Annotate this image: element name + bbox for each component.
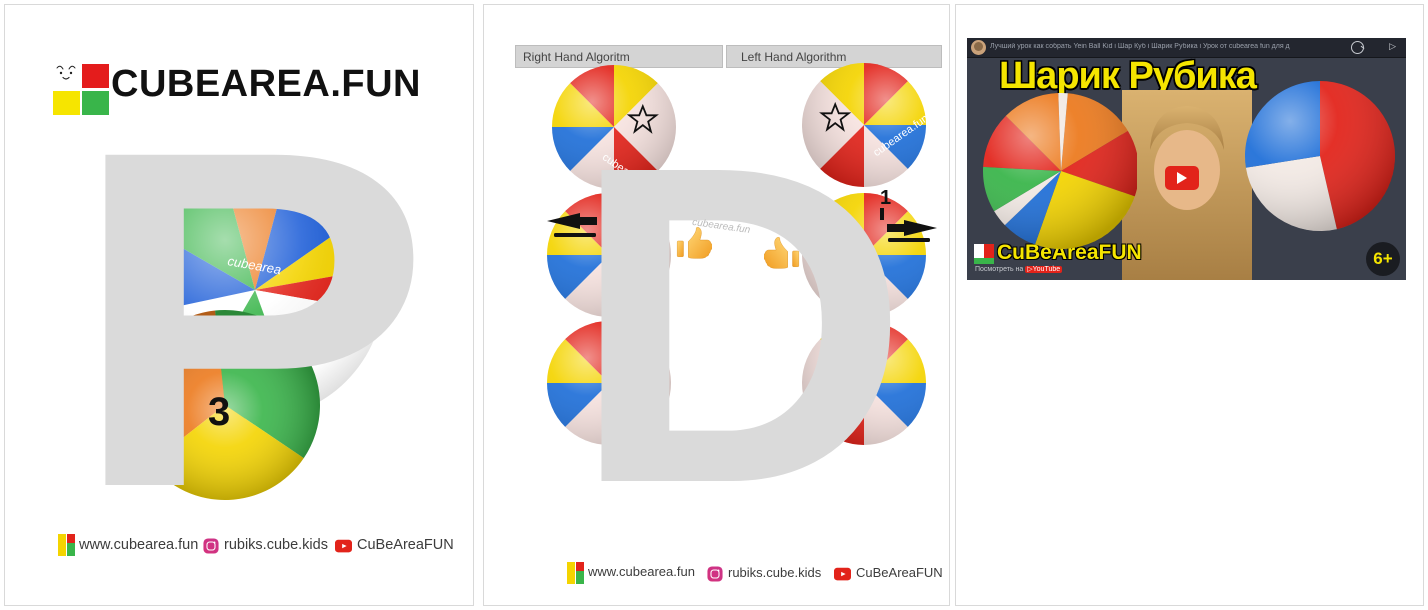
svg-text:1: 1: [880, 190, 891, 209]
